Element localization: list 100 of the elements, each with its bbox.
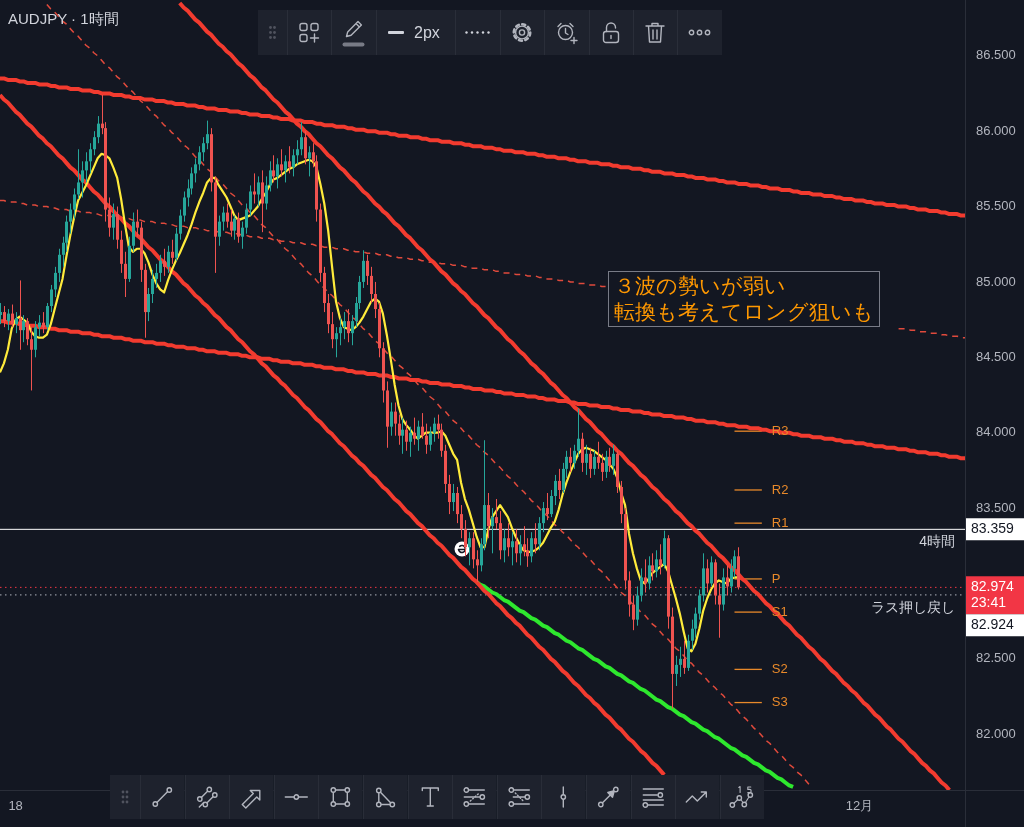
candlestick <box>569 447 572 473</box>
candlestick <box>593 450 596 476</box>
y-tick-label: 85.500 <box>976 198 1016 214</box>
candlestick <box>300 121 303 156</box>
candlestick <box>222 206 225 232</box>
candlestick <box>659 543 662 575</box>
candlestick <box>577 408 580 458</box>
candlestick <box>179 209 182 241</box>
ref-line-label: 4時間 <box>919 533 955 550</box>
candlestick <box>468 531 471 566</box>
candlestick <box>335 326 338 358</box>
annotation: 転換も考えてロング狙いも <box>614 299 874 325</box>
series-label: R1 <box>771 514 789 530</box>
candlestick <box>648 555 651 590</box>
candlestick <box>710 555 713 587</box>
candlestick <box>108 197 111 238</box>
candlestick <box>683 640 686 675</box>
candlestick <box>159 254 162 283</box>
candlestick <box>50 284 53 313</box>
candlestick <box>542 501 545 533</box>
candlestick <box>390 402 393 437</box>
candlestick <box>54 266 57 298</box>
candlestick <box>608 447 611 473</box>
candlestick <box>151 269 154 304</box>
candlestick <box>343 311 346 340</box>
y-tick-label: 84.000 <box>976 424 1016 440</box>
candlestick <box>655 549 658 578</box>
candlestick <box>245 203 248 235</box>
candlestick <box>261 169 264 233</box>
candlestick <box>597 441 600 470</box>
series-label: S3 <box>771 694 788 710</box>
candlestick <box>495 498 498 530</box>
candlestick <box>58 248 61 283</box>
candlestick <box>491 507 494 554</box>
y-tick-label: 82.500 <box>976 650 1016 666</box>
candlestick <box>589 447 592 479</box>
ref-line-label: ラス押し戻し <box>871 598 955 615</box>
x-tick-label: 18 <box>8 798 23 814</box>
candlestick <box>85 151 88 183</box>
candlestick <box>288 145 291 174</box>
candlestick <box>81 160 84 198</box>
candlestick <box>147 287 150 322</box>
candlestick <box>69 203 72 235</box>
candlestick <box>30 326 33 391</box>
candlestick <box>136 209 139 238</box>
candlestick <box>296 139 299 165</box>
candlestick <box>202 136 205 162</box>
candlestick <box>374 281 377 319</box>
candlestick <box>15 311 18 334</box>
candlestick <box>362 249 365 289</box>
candlestick <box>612 444 615 476</box>
candlestick <box>112 203 115 241</box>
candlestick <box>304 130 307 165</box>
candlestick <box>456 486 459 524</box>
candlestick <box>605 450 608 479</box>
candlestick <box>554 474 557 506</box>
candlestick <box>558 468 561 500</box>
candlestick <box>0 302 2 325</box>
candlestick <box>89 142 92 174</box>
candlestick <box>398 414 401 446</box>
candlestick <box>409 426 412 458</box>
candlestick <box>460 504 463 539</box>
candlestick <box>265 175 268 211</box>
candlestick <box>19 279 22 351</box>
candlestick <box>284 154 287 183</box>
candlestick <box>366 254 369 286</box>
candlestick <box>476 549 479 583</box>
candlestick <box>585 444 588 476</box>
candlestick <box>249 184 252 217</box>
candlestick <box>515 528 518 563</box>
y-tick-label: 84.500 <box>976 348 1016 364</box>
candlestick <box>269 160 272 192</box>
annotation: ３波の勢いが弱い <box>614 273 787 299</box>
y-tick-label: 83.500 <box>976 499 1016 515</box>
candlestick <box>167 245 170 274</box>
y-tick-label: 86.000 <box>976 122 1016 138</box>
candlestick <box>230 209 233 238</box>
candlestick <box>413 417 416 446</box>
candlestick <box>601 453 604 482</box>
candlestick <box>233 215 236 241</box>
candlestick <box>198 145 201 171</box>
text: 82.924 <box>971 616 1015 633</box>
candlestick <box>472 531 475 569</box>
text: 83.359 <box>971 520 1015 537</box>
candlestick <box>401 417 404 455</box>
candlestick <box>370 266 373 304</box>
candlestick <box>425 423 428 455</box>
candlestick <box>218 215 221 247</box>
candlestick <box>452 483 455 512</box>
candlestick <box>308 145 311 177</box>
candlestick <box>93 130 96 156</box>
candlestick <box>530 531 533 563</box>
series-label: R3 <box>771 422 789 438</box>
candlestick <box>280 148 283 177</box>
series-label: P <box>771 570 781 586</box>
candlestick <box>698 588 701 621</box>
candlestick <box>97 115 100 144</box>
candlestick <box>573 444 576 470</box>
annotation: 2px <box>412 10 455 55</box>
candlestick <box>241 221 244 250</box>
